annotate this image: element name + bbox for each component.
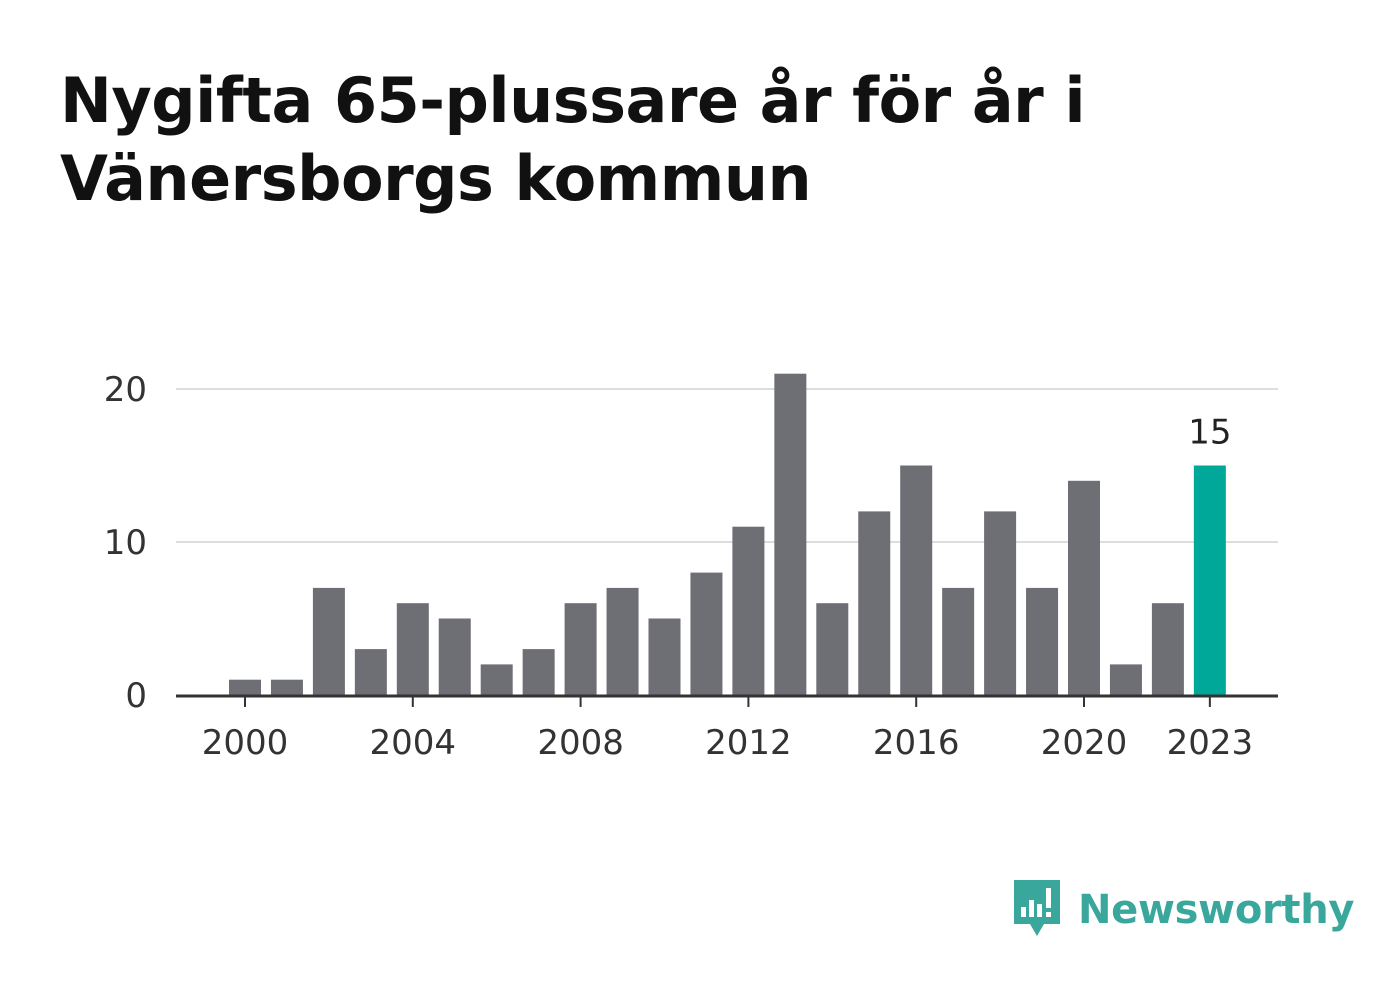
bar-2003	[354, 649, 387, 695]
bar-2008	[564, 603, 597, 695]
bar-2011	[690, 572, 723, 695]
chart-title: Nygifta 65-plussare år för år i Vänersbo…	[60, 64, 1086, 215]
bar-2010	[648, 618, 681, 695]
x-tick-label: 2000	[202, 723, 289, 763]
x-tick-label: 2012	[705, 723, 792, 763]
x-axis-ticks: 2000 2004 2008 2012 2016 2020 2023	[202, 697, 1253, 763]
bars	[229, 373, 1226, 695]
bar-2019	[1026, 587, 1059, 695]
bar-2001	[270, 679, 303, 695]
bar-2020	[1068, 480, 1100, 695]
bar-2000	[229, 679, 261, 695]
bar-2021	[1109, 664, 1142, 695]
bar-2007	[522, 649, 555, 695]
bar-2018	[984, 511, 1017, 695]
bar-2014	[816, 603, 849, 695]
x-tick-label: 2020	[1041, 723, 1128, 763]
bar-2022	[1151, 603, 1184, 695]
bar-2005	[438, 618, 471, 695]
bar-2006	[480, 664, 513, 695]
x-tick-label: 2023	[1167, 723, 1254, 763]
bar-2004	[396, 603, 429, 695]
bar-2009	[606, 587, 639, 695]
y-axis-ticks: 0 10 20	[104, 370, 147, 716]
y-tick-label: 10	[104, 523, 147, 563]
gridlines	[176, 388, 1278, 543]
x-tick-label: 2008	[537, 723, 624, 763]
data-label-2023: 15	[1188, 413, 1231, 453]
bar-2012	[732, 526, 765, 695]
data-labels: 15	[1188, 413, 1231, 453]
bar-2013	[774, 373, 807, 695]
newsworthy-logo-icon	[1014, 880, 1060, 936]
x-tick-label: 2016	[873, 723, 960, 763]
y-tick-label: 20	[104, 370, 147, 410]
bar-2015	[858, 511, 891, 695]
bar-2023	[1193, 465, 1226, 695]
bar-2017	[942, 587, 975, 695]
bar-2002	[312, 587, 345, 695]
brand-name: Newsworthy	[1078, 887, 1355, 933]
brand-logo: Newsworthy	[1010, 878, 1355, 942]
y-tick-label: 0	[125, 676, 147, 716]
x-tick-label: 2004	[370, 723, 457, 763]
bar-2016	[900, 465, 933, 695]
